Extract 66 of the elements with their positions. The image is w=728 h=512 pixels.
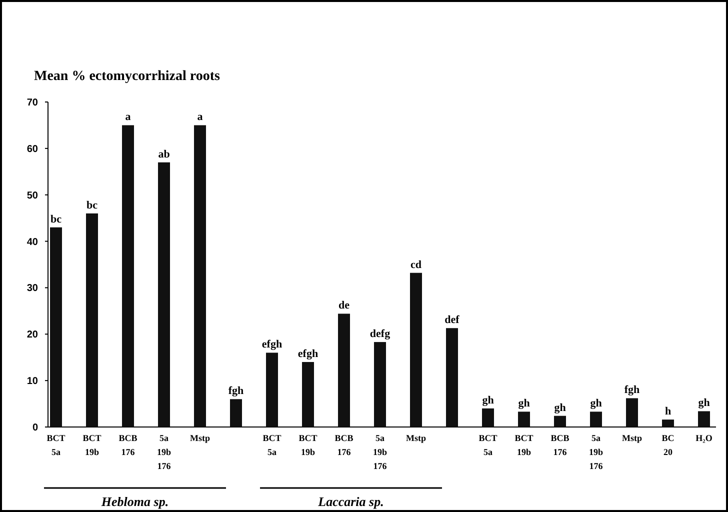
bar — [50, 227, 62, 427]
bar — [518, 412, 530, 427]
bar — [194, 125, 206, 427]
x-tick-label: BCB 176 — [550, 433, 570, 457]
data-label: fgh — [624, 384, 640, 396]
y-tick-label: 60 — [26, 144, 38, 155]
x-tick-label: 5a 19b 176 — [372, 433, 388, 471]
y-tick-label: 20 — [26, 330, 38, 341]
bar — [626, 398, 638, 427]
x-tick-label: BCT 19b — [82, 433, 102, 457]
data-label: efgh — [262, 338, 282, 351]
x-tick-label: BCT 5a — [46, 433, 66, 457]
data-label: a — [197, 111, 204, 124]
data-label: defg — [370, 328, 391, 340]
x-tick-label: Mstp — [406, 433, 426, 443]
data-label: bc — [86, 199, 98, 212]
x-tick-label: BCB 176 — [118, 433, 138, 457]
bar — [86, 213, 98, 427]
y-tick-label: 70 — [26, 98, 38, 108]
text: Hebloma sp. — [100, 494, 169, 509]
x-tick-label: BCT 5a — [262, 433, 282, 457]
data-label: gh — [698, 397, 710, 410]
x-tick-label: Mstp — [622, 433, 642, 443]
x-tick-label: BCB 176 — [334, 433, 354, 457]
text: Laccaria sp. — [317, 494, 384, 509]
bar — [158, 162, 170, 427]
chart-title: Mean % ectomycorrhizal roots — [34, 69, 221, 84]
y-tick-label: 0 — [32, 422, 38, 434]
bar — [302, 362, 314, 427]
bar — [122, 125, 134, 427]
data-label: de — [338, 300, 350, 312]
bar — [446, 328, 458, 427]
bar — [482, 408, 494, 427]
data-label: gh — [554, 402, 566, 414]
x-tick-label: BCT 5a — [478, 433, 498, 457]
bar — [374, 342, 386, 427]
bar — [662, 420, 674, 427]
x-tick-label: BCT 19b — [514, 433, 534, 457]
data-label: cd — [410, 258, 422, 271]
x-tick-label: H₂O — [696, 433, 712, 443]
data-label: fgh — [228, 385, 244, 398]
bar — [230, 399, 242, 427]
bar — [410, 272, 422, 427]
bar — [266, 352, 278, 427]
bar — [698, 411, 710, 427]
data-label: h — [664, 406, 672, 418]
x-tick-label: BC 20 — [662, 433, 674, 457]
data-label: efgh — [298, 348, 318, 360]
data-label: gh — [518, 398, 530, 410]
x-tick-label: BCT 19b — [298, 433, 318, 457]
data-label: gh — [590, 398, 602, 410]
data-label: bc — [50, 213, 62, 226]
data-label: def — [444, 314, 460, 326]
data-label: gh — [482, 394, 494, 406]
y-tick-label: 30 — [26, 283, 38, 294]
bar — [590, 412, 602, 427]
x-tick-label: Mstp — [190, 433, 210, 443]
bar — [554, 416, 566, 427]
bar — [338, 314, 350, 427]
y-tick-label: 40 — [26, 236, 38, 248]
y-tick-label: 10 — [26, 376, 38, 388]
x-tick-label: 5a 19b 176 — [156, 433, 172, 471]
y-tick-label: 50 — [26, 190, 38, 202]
x-tick-label: 5a 19b 176 — [588, 433, 604, 471]
data-label: a — [125, 111, 132, 124]
data-label: ab — [158, 148, 170, 160]
